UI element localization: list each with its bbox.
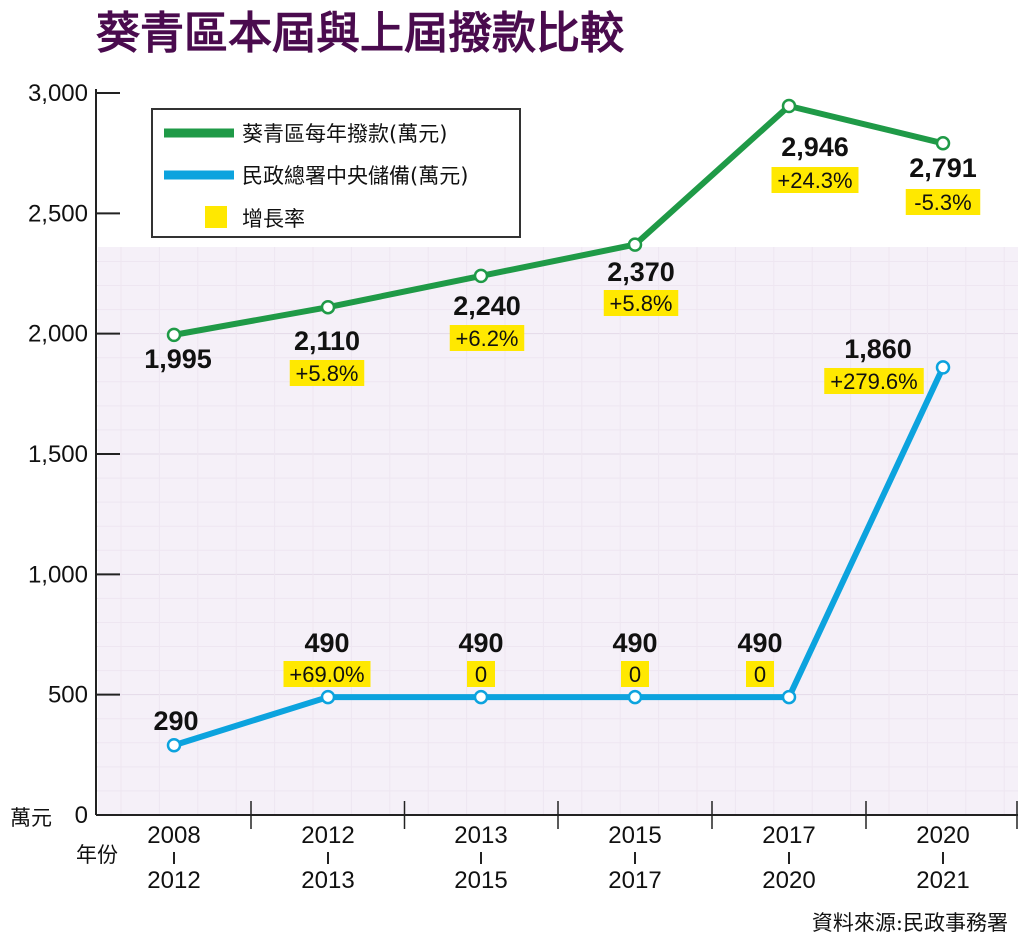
growth-label: 0 bbox=[475, 662, 487, 687]
x-tick-label-bottom: 2021 bbox=[916, 867, 969, 894]
data-point-0 bbox=[627, 237, 643, 252]
growth-box bbox=[824, 368, 924, 394]
legend: 葵青區每年撥款(萬元) 民政總署中央儲備(萬元) 增長率 bbox=[151, 108, 521, 238]
data-point-0 bbox=[320, 299, 336, 315]
data-point-0 bbox=[473, 268, 489, 284]
x-tick-label-top: 2017 bbox=[762, 822, 815, 849]
growth-box bbox=[746, 661, 774, 687]
y-tick-label: 0 bbox=[75, 802, 88, 829]
growth-box bbox=[603, 290, 679, 316]
data-point-1 bbox=[935, 360, 951, 375]
data-label-value: 490 bbox=[458, 628, 503, 658]
growth-label: +279.6% bbox=[830, 369, 917, 394]
y-tick-label: 2,500 bbox=[28, 200, 88, 227]
legend-label-growth: 增長率 bbox=[242, 207, 305, 231]
x-tick-label-bottom: 2020 bbox=[762, 867, 815, 894]
chart-title: 葵青區本屆與上屆撥款比較 bbox=[96, 8, 625, 59]
data-point-1 bbox=[166, 737, 182, 753]
x-tick-label-top: 2020 bbox=[916, 822, 969, 849]
data-label-value: 2,791 bbox=[909, 153, 977, 183]
x-tick-label-bottom: 2017 bbox=[608, 867, 661, 894]
growth-box bbox=[467, 661, 495, 687]
data-point-1 bbox=[627, 689, 643, 705]
growth-box bbox=[771, 167, 859, 193]
x-tick-label-top: 2008 bbox=[147, 822, 200, 849]
growth-label: -5.3% bbox=[914, 190, 971, 215]
gridlines bbox=[96, 247, 1018, 815]
series-layer bbox=[166, 98, 951, 753]
source-note: 資料來源:民政事務署 bbox=[812, 911, 1008, 935]
x-tick-label-bottom: 2013 bbox=[301, 867, 354, 894]
growth-label: +24.3% bbox=[777, 168, 852, 193]
x-tick-label-top: 2013 bbox=[454, 822, 507, 849]
axes: 0 500 1,000 1,500 2,000 2,500 3,000 2008 2012 201… bbox=[28, 80, 1018, 894]
growth-box bbox=[449, 325, 525, 351]
growth-label: +69.0% bbox=[289, 662, 364, 687]
x-tick-label-top: 2012 bbox=[301, 822, 354, 849]
legend-label-green: 葵青區每年撥款(萬元) bbox=[242, 122, 447, 146]
series-line-1 bbox=[171, 364, 946, 749]
y-tick-label: 1,000 bbox=[28, 561, 88, 588]
x-tick-label-bottom: 2015 bbox=[454, 867, 507, 894]
x-unit-label: 年份 bbox=[76, 843, 118, 867]
legend-swatch-growth bbox=[205, 206, 227, 228]
growth-label: +5.8% bbox=[296, 361, 359, 386]
data-label-value: 1,995 bbox=[144, 344, 212, 374]
growth-label: +6.2% bbox=[456, 326, 519, 351]
data-label-value: 490 bbox=[612, 628, 657, 658]
series-line-0 bbox=[171, 102, 946, 338]
growth-box bbox=[283, 661, 371, 687]
data-point-0 bbox=[166, 327, 182, 343]
legend-label-blue: 民政總署中央儲備(萬元) bbox=[242, 164, 468, 188]
growth-box bbox=[289, 360, 365, 386]
growth-label: 0 bbox=[754, 662, 766, 687]
data-label-value: 1,860 bbox=[844, 334, 912, 364]
growth-box bbox=[621, 661, 649, 687]
y-tick-label: 500 bbox=[48, 682, 88, 709]
data-point-1 bbox=[781, 689, 797, 705]
y-tick-label: 3,000 bbox=[28, 80, 88, 107]
data-label-value: 2,110 bbox=[294, 326, 360, 356]
growth-label: 0 bbox=[629, 662, 641, 687]
x-tick-label-bottom: 2012 bbox=[147, 867, 200, 894]
data-label-value: 490 bbox=[737, 628, 782, 658]
data-point-1 bbox=[473, 689, 489, 705]
data-point-0 bbox=[935, 136, 951, 151]
y-unit-label: 萬元 bbox=[10, 806, 52, 830]
data-label-value: 490 bbox=[304, 628, 349, 658]
y-tick-label: 2,000 bbox=[28, 321, 88, 348]
y-tick-label: 1,500 bbox=[28, 441, 88, 468]
data-label-value: 290 bbox=[153, 706, 198, 736]
x-tick-label-top: 2015 bbox=[608, 822, 661, 849]
growth-box bbox=[905, 189, 981, 215]
data-point-1 bbox=[320, 689, 336, 705]
data-label-value: 2,240 bbox=[453, 291, 521, 321]
data-point-0 bbox=[781, 98, 797, 114]
data-label-value: 2,946 bbox=[781, 132, 849, 162]
data-label-value: 2,370 bbox=[607, 257, 675, 287]
growth-label: +5.8% bbox=[610, 291, 673, 316]
data-labels: 1,995 2,110 +5.8% 2,240 +6.2% 2,370 +5.8% 2,946… bbox=[144, 132, 981, 736]
